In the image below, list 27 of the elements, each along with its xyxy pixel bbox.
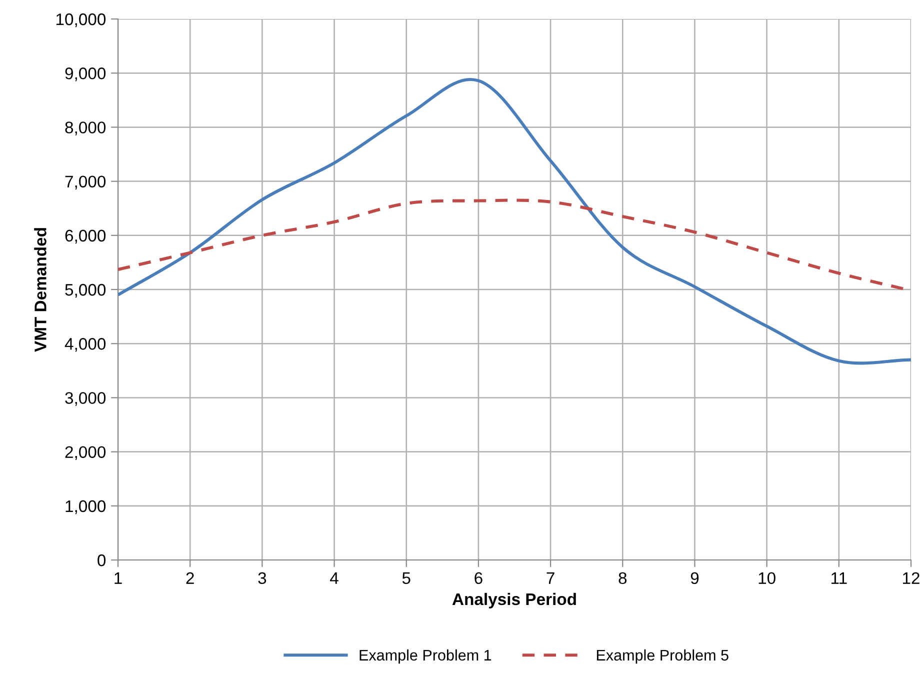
x-tick-label: 10 [758,572,776,584]
x-tick-label: 12 [903,572,920,584]
y-axis-title: VMT Demanded [34,228,46,352]
y-tick-label: 8,000 [65,122,106,136]
x-tick-label: 3 [258,572,266,584]
y-tick-label: 0 [98,554,106,566]
y-tick-label: 6,000 [65,230,106,244]
y-tick-label: 3,000 [65,392,106,406]
y-tick-label: 4,000 [64,338,106,352]
y-tick-label: 1,000 [66,500,106,514]
x-tick-label: 7 [546,572,554,584]
y-tick-label: 7,000 [65,176,106,190]
x-tick-label: 4 [330,572,338,584]
legend-label: Example Problem 1 [360,649,492,664]
x-tick-label: 9 [690,572,699,584]
legend-label: Example Problem 5 [596,649,728,664]
x-tick-label: 8 [618,572,627,584]
y-tick-label: 5,000 [65,284,106,298]
x-tick-label: 6 [474,572,482,584]
y-tick-label: 10,000 [56,13,106,28]
x-axis-title: Analysis Period [452,592,576,608]
y-tick-label: 2,000 [65,446,106,460]
x-tick-label: 2 [186,572,194,584]
x-tick-label: 5 [402,572,410,584]
x-tick-label: 11 [832,572,847,584]
y-tick-label: 9,000 [65,68,106,82]
x-tick-label: 1 [114,572,122,584]
